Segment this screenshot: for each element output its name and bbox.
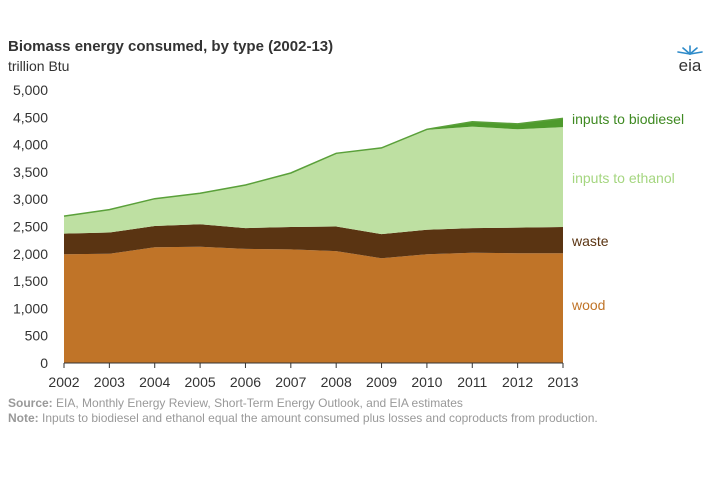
y-tick-label: 3,000 [13,191,48,207]
note-text: Inputs to biodiesel and ethanol equal th… [42,411,598,425]
source-line: Source: EIA, Monthly Energy Review, Shor… [8,396,463,410]
area-inputs-to-biodiesel [64,118,563,217]
series-label-wood: wood [571,297,605,313]
area-waste [64,224,563,259]
x-tick-label: 2004 [139,374,170,390]
x-tick-label: 2007 [275,374,306,390]
chart-title: Biomass energy consumed, by type (2002-1… [8,38,334,55]
x-tick-label: 2012 [502,374,533,390]
series-lines [63,117,564,217]
x-tick-label: 2003 [94,374,125,390]
x-tick-label: 2002 [48,374,79,390]
y-tick-label: 500 [25,328,49,344]
y-tick-label: 3,500 [13,164,48,180]
y-tick-label: 2,000 [13,246,48,262]
y-tick-label: 1,500 [13,273,48,289]
series-areas [64,118,563,363]
y-tick-label: 4,000 [13,137,48,153]
x-tick-label: 2011 [457,374,487,390]
x-tick-label: 2013 [547,374,578,390]
note-line: Note: Inputs to biodiesel and ethanol eq… [8,411,598,425]
top-outline [63,117,564,217]
x-tick-label: 2009 [366,374,397,390]
x-tick-label: 2008 [321,374,352,390]
eia-logo-text: eia [679,56,702,74]
series-label-inputs-to-biodiesel: inputs to biodiesel [572,111,684,127]
y-tick-label: 4,500 [13,109,48,125]
y-tick-label: 1,000 [13,300,48,316]
y-tick-label: 2,500 [13,219,48,235]
series-label-waste: waste [571,233,609,249]
eia-logo: eia [668,44,712,75]
source-text: EIA, Monthly Energy Review, Short-Term E… [56,396,463,410]
note-label: Note: [8,411,39,425]
x-tick-label: 2006 [230,374,261,390]
y-tick-label: 0 [40,355,48,371]
source-label: Source: [8,396,53,410]
x-tick-label: 2005 [185,374,216,390]
axes: 2002 2003 2004 2005 2006 2007 2008 2009 2010 2011… [13,82,579,390]
area-inputs-to-ethanol [64,126,563,235]
eia-logo-icon: eia [677,45,703,75]
area-wood [64,246,563,363]
x-tick-label: 2010 [411,374,442,390]
series-labels: wood waste inputs to ethanol inputs to biod… [571,111,684,313]
unit-label: trillion Btu [8,58,70,74]
series-label-inputs-to-ethanol: inputs to ethanol [572,170,675,186]
y-tick-label: 5,000 [13,82,48,98]
